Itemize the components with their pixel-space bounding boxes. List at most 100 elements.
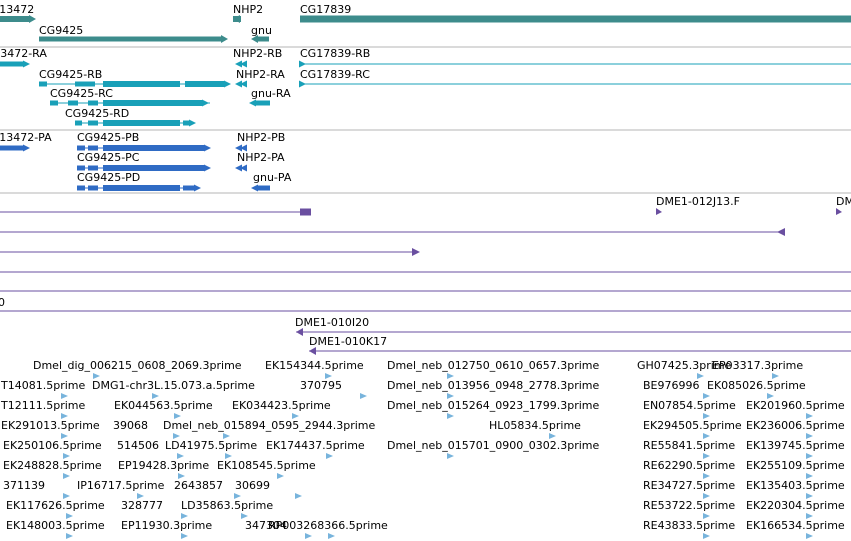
est-feature[interactable]	[234, 493, 241, 499]
est-feature[interactable]	[703, 433, 710, 439]
protein-label: NHP2-PA	[237, 151, 285, 164]
est-label: 328777	[121, 499, 163, 512]
strand-arrow-icon	[235, 60, 242, 68]
gene-feature[interactable]	[258, 36, 269, 42]
est-label: EK085026.5prime	[707, 379, 806, 392]
est-feature[interactable]	[63, 473, 70, 479]
est-feature[interactable]	[181, 533, 188, 539]
strand-arrow-icon	[202, 99, 209, 107]
strand-arrow-icon	[233, 15, 240, 23]
strand-arrow-icon	[240, 164, 247, 172]
est-feature[interactable]	[277, 473, 284, 479]
est-feature[interactable]	[295, 493, 302, 499]
protein-label: CG9425-PC	[77, 151, 140, 164]
est-feature[interactable]	[63, 453, 70, 459]
est-feature[interactable]	[292, 413, 299, 419]
est-feature[interactable]	[806, 433, 813, 439]
est-feature[interactable]	[767, 393, 774, 399]
est-feature[interactable]	[326, 453, 333, 459]
est-feature[interactable]	[61, 393, 68, 399]
est-label: BE976996	[643, 379, 700, 392]
protein-label: NHP2-PB	[237, 131, 285, 144]
est-feature[interactable]	[772, 373, 779, 379]
strand-arrow-icon	[249, 99, 256, 107]
est-feature[interactable]	[93, 373, 100, 379]
est-label: EK201960.5prime	[746, 399, 845, 412]
est-feature[interactable]	[178, 473, 185, 479]
est-feature[interactable]	[806, 453, 813, 459]
est-feature[interactable]	[703, 513, 710, 519]
est-label: HL05834.5prime	[489, 419, 581, 432]
exon	[50, 100, 58, 106]
est-label: T14081.5prime	[0, 379, 85, 392]
est-feature[interactable]	[173, 433, 180, 439]
transcript-label: NHP2-RB	[233, 47, 282, 60]
est-label: EK248828.5prime	[3, 459, 102, 472]
est-label: Dmel_dig_006215_0608_2069.3prime	[33, 359, 242, 372]
est-feature[interactable]	[447, 413, 454, 419]
est-feature[interactable]	[703, 473, 710, 479]
est-feature[interactable]	[181, 513, 188, 519]
est-feature[interactable]	[223, 433, 230, 439]
est-feature[interactable]	[225, 453, 232, 459]
strand-arrow-icon	[240, 144, 247, 152]
transcript-feature[interactable]	[255, 100, 270, 106]
est-label: EP11930.3prime	[121, 519, 212, 532]
est-feature[interactable]	[447, 373, 454, 379]
protein-feature[interactable]	[0, 145, 24, 151]
est-feature[interactable]	[177, 453, 184, 459]
est-label: 370795	[300, 379, 342, 392]
est-feature[interactable]	[447, 453, 454, 459]
clone-end-icon	[309, 347, 316, 355]
est-feature[interactable]	[549, 433, 556, 439]
est-feature[interactable]	[703, 493, 710, 499]
est-label: LD41975.5prime	[165, 439, 257, 452]
est-feature[interactable]	[360, 393, 367, 399]
est-feature[interactable]	[328, 533, 335, 539]
est-feature[interactable]	[447, 393, 454, 399]
est-label: Dmel_neb_015264_0923_1799.3prime	[387, 399, 599, 412]
est-feature[interactable]	[61, 433, 68, 439]
est-feature[interactable]	[325, 373, 332, 379]
est-feature[interactable]	[703, 453, 710, 459]
est-feature[interactable]	[174, 413, 181, 419]
est-label: EK236006.5prime	[746, 419, 845, 432]
est-feature[interactable]	[703, 413, 710, 419]
est-label: EK154344.5prime	[265, 359, 364, 372]
est-feature[interactable]	[63, 493, 70, 499]
transcript-feature[interactable]	[0, 61, 24, 67]
exon	[75, 120, 82, 126]
est-label: EK117626.5prime	[6, 499, 105, 512]
exon	[103, 120, 180, 126]
clone-label: DME	[836, 195, 851, 208]
est-label: DMG1-chr3L.15.073.a.5prime	[92, 379, 255, 392]
exon	[88, 100, 98, 106]
gene-feature[interactable]	[0, 16, 30, 22]
est-feature[interactable]	[241, 513, 248, 519]
est-feature[interactable]	[806, 513, 813, 519]
est-label: 30699	[235, 479, 270, 492]
est-label: EK044563.5prime	[114, 399, 213, 412]
est-feature[interactable]	[66, 513, 73, 519]
strand-arrow-icon	[240, 80, 247, 88]
est-label: IP16717.5prime	[77, 479, 165, 492]
est-feature[interactable]	[152, 393, 159, 399]
est-feature[interactable]	[703, 393, 710, 399]
est-feature[interactable]	[806, 493, 813, 499]
strand-arrow-icon	[23, 60, 30, 68]
transcript-label: CG13472-RA	[0, 47, 47, 60]
est-feature[interactable]	[66, 533, 73, 539]
est-feature[interactable]	[697, 373, 704, 379]
est-feature[interactable]	[806, 413, 813, 419]
protein-feature[interactable]	[258, 185, 270, 191]
est-feature[interactable]	[61, 413, 68, 419]
clone-label: DME1-010I20	[295, 316, 369, 329]
est-feature[interactable]	[703, 533, 710, 539]
est-feature[interactable]	[806, 533, 813, 539]
est-feature[interactable]	[305, 533, 312, 539]
est-feature[interactable]	[806, 473, 813, 479]
gene-feature[interactable]	[300, 15, 851, 23]
est-feature[interactable]	[137, 493, 144, 499]
gene-feature[interactable]	[39, 36, 222, 42]
